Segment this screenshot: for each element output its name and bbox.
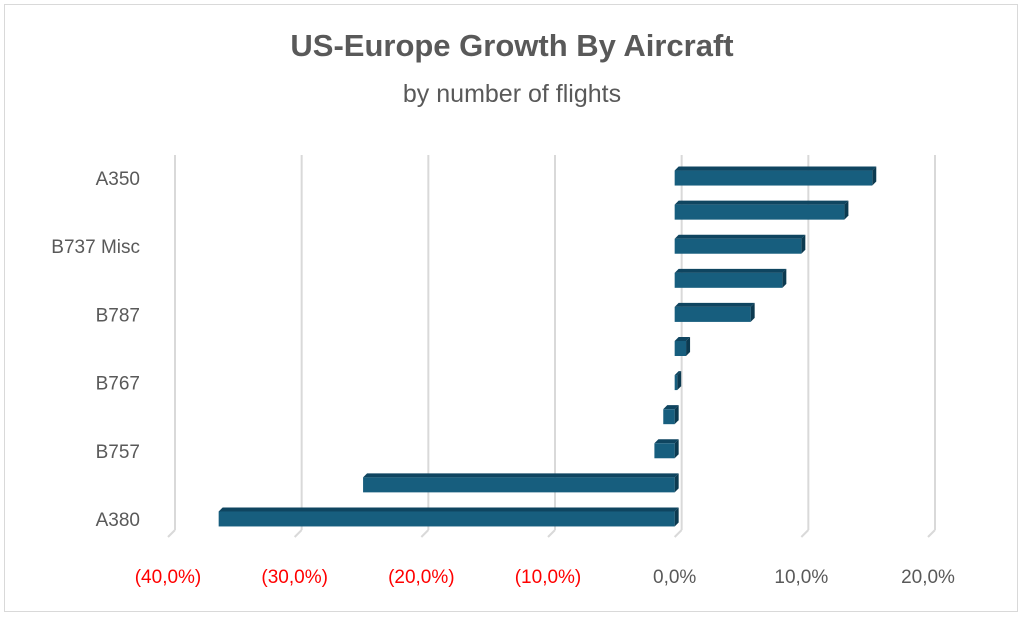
category-label: B737 Misc (51, 237, 140, 258)
bar-side (674, 439, 679, 459)
x-tick-label: (10,0%) (515, 567, 582, 588)
chart-frame (4, 4, 1018, 612)
bar-side (750, 302, 755, 322)
bar-top (674, 268, 787, 273)
bar-top (663, 405, 679, 410)
category-label: B767 (96, 374, 140, 395)
bar-top (654, 439, 679, 444)
category-label: B757 (96, 442, 140, 463)
category-label: A380 (96, 510, 140, 531)
bar (674, 341, 687, 356)
bar (218, 511, 675, 527)
x-tick-label: (20,0%) (388, 567, 455, 588)
bar-top (674, 200, 849, 205)
bar-side (801, 234, 806, 254)
x-tick-label: (30,0%) (261, 567, 328, 588)
bar-side (686, 337, 691, 356)
bar-side (677, 371, 682, 391)
x-tick-label: 20,0% (901, 567, 955, 588)
x-tick-label: (40,0%) (135, 567, 202, 588)
chart-title: US-Europe Growth By Aircraft (290, 28, 734, 63)
bar-top (218, 507, 679, 512)
chart-subtitle: by number of flights (402, 80, 622, 108)
bar-side (674, 507, 679, 527)
bar (674, 272, 783, 288)
bar-side (674, 405, 679, 425)
bar-top (363, 473, 679, 478)
bar-top (674, 302, 755, 307)
gridline-floor (167, 529, 176, 538)
gridline-floor (927, 529, 936, 538)
x-tick-label: 10,0% (774, 567, 828, 588)
x-tick-label: 0,0% (653, 567, 696, 588)
bar-top (674, 234, 806, 239)
gridline-floor (673, 529, 683, 538)
bar (674, 238, 802, 254)
bar (674, 204, 845, 220)
category-label: A350 (96, 169, 140, 190)
gridline-floor (547, 529, 556, 538)
bar-side (674, 473, 679, 493)
bar-top (674, 337, 691, 341)
bar (674, 306, 751, 322)
bar (674, 170, 873, 186)
gridline-floor (420, 529, 430, 538)
gridline-floor (800, 529, 810, 538)
bar-side (872, 166, 877, 186)
bar-top (674, 371, 682, 376)
bar (654, 443, 675, 459)
bar (363, 477, 675, 493)
bar-side (844, 200, 849, 220)
category-label: B787 (96, 305, 140, 326)
bar-side (782, 268, 787, 288)
bar (663, 409, 675, 425)
bar (674, 375, 678, 391)
bar-top (674, 166, 877, 171)
gridline-floor (293, 529, 303, 538)
